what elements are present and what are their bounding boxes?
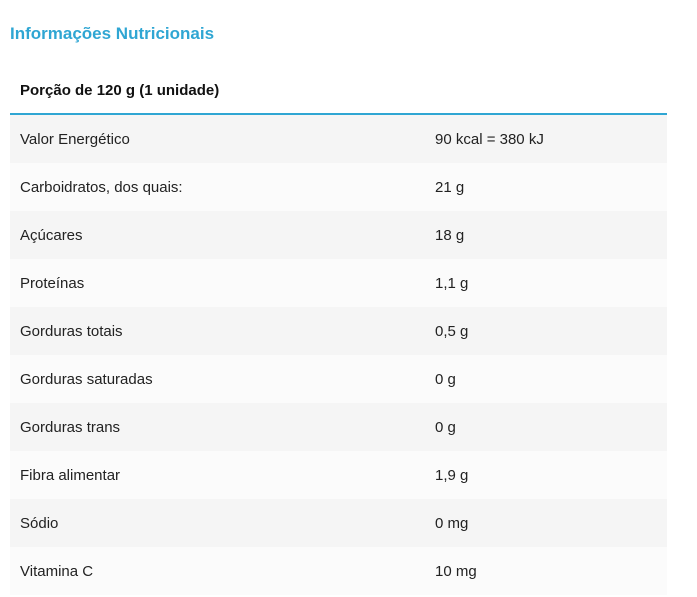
table-row: Carboidratos, dos quais: 21 g: [10, 163, 667, 211]
nutrient-value: 90 kcal = 380 kJ: [435, 130, 544, 148]
nutrient-name: Proteínas: [20, 274, 85, 292]
table-row: Gorduras saturadas 0 g: [10, 355, 667, 403]
table-row: Sódio 0 mg: [10, 499, 667, 547]
nutrient-value: 0 mg: [435, 514, 469, 532]
nutrient-name: Sódio: [20, 514, 59, 532]
table-row: Fibra alimentar 1,9 g: [10, 451, 667, 499]
table-row: Valor Energético 90 kcal = 380 kJ: [10, 115, 667, 163]
nutrient-name: Gorduras saturadas: [20, 370, 153, 388]
nutrient-name: Vitamina C: [20, 562, 94, 580]
nutrient-value: 1,9 g: [435, 466, 469, 484]
nutrient-value: 10 mg: [435, 562, 477, 580]
nutrition-table: Porção de 120 g (1 unidade) Valor Energé…: [10, 67, 667, 595]
nutrient-name: Fibra alimentar: [20, 466, 121, 484]
nutrient-value: 1,1 g: [435, 274, 469, 292]
table-row: Gorduras totais 0,5 g: [10, 307, 667, 355]
table-body: Valor Energético 90 kcal = 380 kJ Carboi…: [10, 115, 667, 595]
table-row: Açúcares 18 g: [10, 211, 667, 259]
nutrient-value: 0 g: [435, 370, 456, 388]
nutrient-value: 0,5 g: [435, 322, 469, 340]
nutrient-value: 21 g: [435, 178, 465, 196]
nutrient-name: Carboidratos, dos quais:: [20, 178, 183, 196]
nutrient-name: Gorduras totais: [20, 322, 123, 340]
table-row: Gorduras trans 0 g: [10, 403, 667, 451]
nutrient-name: Açúcares: [20, 226, 83, 244]
nutrient-name: Gorduras trans: [20, 418, 121, 436]
nutrient-value: 18 g: [435, 226, 465, 244]
nutrient-value: 0 g: [435, 418, 456, 436]
table-row: Vitamina C 10 mg: [10, 547, 667, 595]
table-header: Porção de 120 g (1 unidade): [10, 67, 667, 115]
nutrient-name: Valor Energético: [20, 130, 130, 148]
page-title: Informações Nutricionais: [10, 24, 215, 43]
table-row: Proteínas 1,1 g: [10, 259, 667, 307]
